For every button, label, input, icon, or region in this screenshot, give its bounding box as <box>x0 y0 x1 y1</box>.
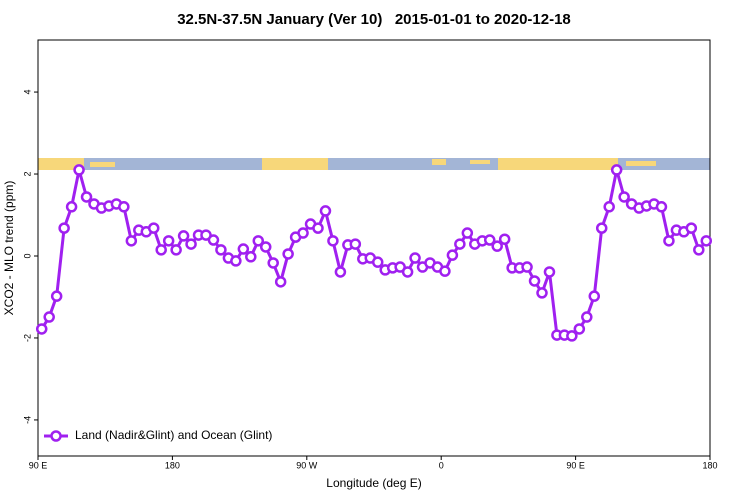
x-axis-label: Longitude (deg E) <box>326 476 421 490</box>
data-point <box>58 222 70 234</box>
data-point <box>327 235 339 247</box>
data-point <box>267 257 279 269</box>
data-point <box>334 266 347 278</box>
data-point <box>603 201 615 213</box>
data-point <box>595 222 608 234</box>
x-tick-label: 0 <box>439 460 444 470</box>
data-point <box>35 323 48 335</box>
data-point <box>528 275 541 287</box>
data-point <box>581 311 593 323</box>
data-point <box>491 240 503 252</box>
y-tick-label: -4 <box>22 416 32 424</box>
legend-marker <box>50 430 62 442</box>
data-point <box>588 290 601 302</box>
data-point <box>498 233 511 245</box>
data-point <box>43 311 55 323</box>
data-point <box>521 261 533 273</box>
data-point <box>118 201 130 213</box>
data-point <box>446 249 459 261</box>
data-point <box>80 191 93 203</box>
data-point <box>245 251 257 263</box>
data-point <box>536 287 548 299</box>
data-point <box>371 256 384 268</box>
data-point <box>543 266 556 278</box>
data-point <box>685 222 698 234</box>
y-tick-label: 0 <box>22 253 32 258</box>
data-point <box>237 243 250 255</box>
data-point <box>230 255 242 267</box>
data-point <box>610 164 623 176</box>
data-point <box>155 244 167 256</box>
data-point <box>215 244 227 256</box>
legend-label: Land (Nadir&Glint) and Ocean (Glint) <box>75 428 272 442</box>
x-tick-label: 90 W <box>296 460 318 470</box>
land-mask-strip <box>38 158 710 170</box>
data-point <box>461 227 474 239</box>
y-axis-label: XCO2 - MLO trend (ppm) <box>2 181 16 316</box>
data-point <box>663 235 675 247</box>
plot-frame <box>37 39 711 457</box>
data-point <box>65 201 78 213</box>
x-tick-label: 180 <box>165 460 180 470</box>
data-point <box>282 248 294 260</box>
data-point <box>618 191 630 203</box>
y-tick-label: 2 <box>22 172 32 177</box>
data-point <box>274 276 287 288</box>
data-point <box>73 164 85 176</box>
data-point <box>162 235 175 247</box>
data-point <box>170 244 182 256</box>
data-point <box>693 244 705 256</box>
data-point <box>566 330 578 342</box>
data-point <box>252 235 265 247</box>
y-tick-label: -2 <box>22 334 32 342</box>
data-point <box>50 290 63 302</box>
data-point <box>147 222 160 234</box>
data-point <box>439 265 451 277</box>
data-point <box>312 222 324 234</box>
data-line <box>40 169 708 338</box>
data-point <box>349 238 362 250</box>
data-point <box>409 252 421 264</box>
y-tick-label: 4 <box>22 90 32 95</box>
data-point <box>401 266 414 278</box>
x-tick-label: 180 <box>702 460 717 470</box>
data-point <box>297 227 309 239</box>
x-tick-label: 90 E <box>566 460 585 470</box>
data-point <box>454 238 466 250</box>
data-point <box>207 234 220 246</box>
data-point <box>573 323 586 335</box>
data-point <box>259 241 272 253</box>
data-point <box>483 234 496 246</box>
chart-title: 32.5N-37.5N January (Ver 10) 2015-01-01 … <box>177 11 571 28</box>
data-point <box>655 201 668 213</box>
data-point <box>185 238 197 250</box>
data-point <box>319 205 332 217</box>
data-point <box>125 235 138 247</box>
x-tick-label: 90 E <box>29 460 48 470</box>
data-point <box>177 230 190 242</box>
data-point <box>700 235 713 247</box>
